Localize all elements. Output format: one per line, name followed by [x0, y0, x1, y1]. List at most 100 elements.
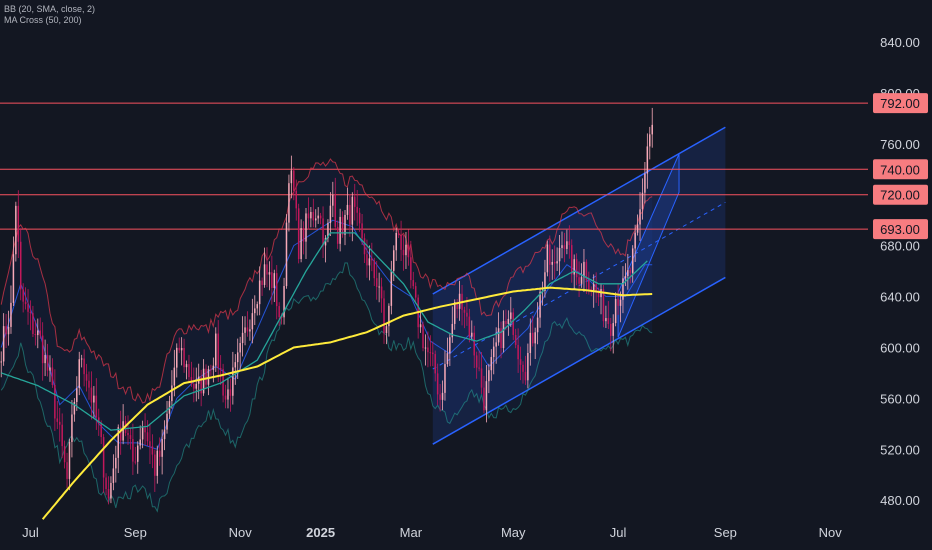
candle-body	[154, 454, 156, 476]
candle-body	[134, 461, 137, 463]
candle-body	[295, 190, 297, 209]
candle-body	[239, 343, 241, 353]
candle-body	[427, 347, 429, 353]
candle-body	[63, 446, 66, 463]
candle-body	[129, 435, 132, 439]
candle-body	[517, 344, 519, 360]
candle-body	[588, 280, 590, 290]
candle-body	[254, 308, 256, 314]
candle-body	[68, 441, 71, 479]
candle-body	[531, 332, 534, 344]
candle-body	[578, 277, 580, 284]
candle-body	[563, 245, 566, 249]
candle-body	[93, 395, 95, 403]
candle-body	[639, 209, 641, 225]
candle-body	[602, 289, 605, 322]
candle-body	[119, 427, 122, 441]
candle-body	[373, 260, 376, 279]
time-axis[interactable]: Jul Sep Nov 2025 Mar May Jul Sep Nov	[22, 525, 842, 540]
candle-body	[207, 369, 210, 385]
candle-body	[566, 241, 568, 249]
candle-body	[363, 238, 366, 255]
candle-body	[256, 304, 258, 309]
candle-body	[314, 218, 317, 221]
candle-body	[436, 373, 439, 395]
channel-upper-line	[432, 126, 726, 295]
candle-body	[73, 401, 76, 415]
candle-body	[85, 374, 88, 381]
candle-body	[212, 365, 215, 370]
candle-body	[227, 389, 229, 400]
candle-body	[32, 313, 34, 334]
candle-body	[56, 418, 59, 422]
candle-body	[215, 333, 217, 366]
candle-body	[90, 387, 93, 403]
candle-body	[278, 306, 280, 318]
candle-body	[607, 318, 610, 325]
candle-body	[341, 216, 344, 235]
indicator-ma-cross-label[interactable]: MA Cross (50, 200)	[4, 15, 82, 25]
candle-body	[285, 222, 288, 287]
candle-body	[390, 270, 393, 306]
candle-body	[444, 364, 446, 393]
candle-body	[405, 244, 407, 256]
candle-body	[307, 213, 310, 219]
candle-body	[34, 333, 37, 336]
candle-body	[429, 352, 432, 354]
candle-body	[471, 332, 473, 337]
candle-body	[358, 212, 361, 224]
candle-body	[22, 289, 24, 302]
candle-body	[434, 354, 436, 374]
candle-body	[229, 389, 232, 396]
level-label-1: 740.00	[880, 162, 920, 177]
candle-body	[224, 395, 227, 400]
bollinger-band-lines	[0, 158, 653, 513]
candle-body	[236, 352, 239, 363]
time-tick-label: Jul	[22, 525, 39, 540]
candle-body	[529, 332, 532, 353]
candle-body	[644, 173, 646, 193]
level-price-labels: 792.00 740.00 720.00 693.00	[873, 93, 928, 240]
candle-body	[414, 286, 417, 298]
candle-body	[19, 241, 22, 290]
candle-body	[490, 357, 493, 371]
candle-body	[185, 364, 188, 368]
candle-body	[319, 215, 322, 219]
ma50-line	[0, 232, 648, 431]
level-label-2: 720.00	[880, 188, 920, 203]
candle-body	[441, 392, 444, 400]
candle-body	[44, 355, 46, 364]
candle-body	[346, 204, 349, 215]
candle-body	[549, 244, 551, 265]
candle-body	[553, 261, 556, 264]
time-tick-label: Sep	[714, 525, 737, 540]
candle-body	[195, 383, 198, 389]
candle-body	[631, 248, 634, 273]
candle-body	[2, 326, 5, 362]
candle-body	[268, 272, 271, 275]
candle-body	[46, 355, 49, 371]
candle-body	[629, 270, 632, 273]
candle-body	[137, 445, 139, 462]
candle-body	[300, 228, 302, 260]
horizontal-levels[interactable]	[0, 102, 868, 230]
candle-body	[544, 272, 546, 292]
candle-body	[327, 223, 329, 239]
candle-body	[519, 359, 522, 365]
candle-body	[100, 423, 102, 438]
indicator-bb-label[interactable]: BB (20, SMA, close, 2)	[4, 4, 96, 14]
candle-body	[356, 206, 358, 213]
candle-body	[488, 370, 490, 382]
bollinger-band-fill	[1, 159, 653, 512]
candlesticks	[0, 107, 653, 505]
time-tick-label: Mar	[400, 525, 423, 540]
candle-body	[634, 232, 636, 249]
candle-body	[514, 334, 517, 345]
candle-body	[649, 134, 651, 147]
candle-body	[612, 323, 614, 336]
candle-body	[183, 347, 185, 368]
candle-body	[419, 324, 422, 328]
level-label-bg-0	[873, 93, 928, 114]
ma200-line	[41, 286, 653, 520]
